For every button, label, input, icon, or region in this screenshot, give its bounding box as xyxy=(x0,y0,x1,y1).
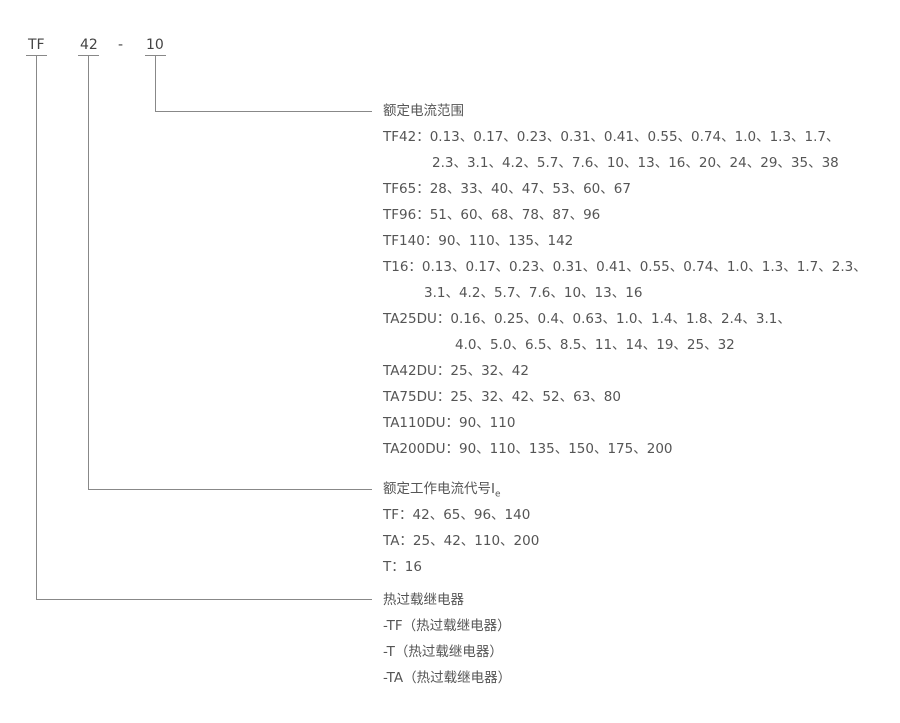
range-line: TF96：51、60、68、78、87、96 xyxy=(383,207,601,223)
range-line: 4.0、5.0、6.5、8.5、11、14、19、25、32 xyxy=(455,337,735,353)
connector-series xyxy=(36,55,37,599)
connector-range xyxy=(155,55,156,111)
current-code-subscript: e xyxy=(494,489,501,500)
connector-series-h xyxy=(36,599,372,600)
range-line: TF65：28、33、40、47、53、60、67 xyxy=(383,181,631,197)
range-line: TA75DU：25、32、42、52、63、80 xyxy=(383,389,621,405)
range-line: TF140：90、110、135、142 xyxy=(383,233,574,249)
range-line: TA200DU：90、110、135、150、175、200 xyxy=(383,441,673,457)
connector-range-h xyxy=(155,111,372,112)
current-code-title: 额定工作电流代号Ie xyxy=(383,480,501,504)
range-line: T16：0.13、0.17、0.23、0.31、0.41、0.55、0.74、1… xyxy=(383,259,867,275)
code-dash: - xyxy=(118,37,124,53)
current-code-line: T：16 xyxy=(383,559,422,575)
range-line: 3.1、4.2、5.7、7.6、10、13、16 xyxy=(424,285,643,301)
code-range: 10 xyxy=(146,37,164,53)
current-code-line: TF：42、65、96、140 xyxy=(383,507,531,523)
relay-line: -TF（热过载继电器） xyxy=(383,618,511,634)
range-line: TA110DU：90、110 xyxy=(383,415,516,431)
connector-current-h xyxy=(88,489,372,490)
relay-title: 热过载继电器 xyxy=(383,592,464,608)
relay-line: -TA（热过载继电器） xyxy=(383,670,512,686)
code-current: 42 xyxy=(80,37,98,53)
range-line: TA25DU：0.16、0.25、0.4、0.63、1.0、1.4、1.8、2.… xyxy=(383,311,791,327)
connector-current xyxy=(88,55,89,489)
current-code-line: TA：25、42、110、200 xyxy=(383,533,540,549)
range-line: TA42DU：25、32、42 xyxy=(383,363,529,379)
range-line: TF42：0.13、0.17、0.23、0.31、0.41、0.55、0.74、… xyxy=(383,129,840,145)
range-line: 2.3、3.1、4.2、5.7、7.6、10、13、16、20、24、29、35… xyxy=(432,155,839,171)
range-title: 额定电流范围 xyxy=(383,103,464,119)
current-code-title-text: 额定工作电流代号I xyxy=(383,481,495,497)
relay-line: -T（热过载继电器） xyxy=(383,644,503,660)
code-series: TF xyxy=(28,37,45,53)
